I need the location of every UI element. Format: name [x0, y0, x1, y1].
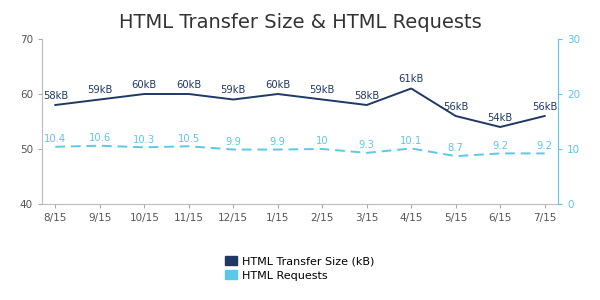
- Text: 9.3: 9.3: [359, 140, 374, 150]
- Text: 54kB: 54kB: [488, 112, 513, 123]
- Text: 9.2: 9.2: [492, 141, 508, 151]
- Text: 10.4: 10.4: [44, 134, 67, 144]
- Text: 8.7: 8.7: [448, 143, 464, 153]
- Text: 58kB: 58kB: [354, 91, 379, 100]
- Text: 60kB: 60kB: [265, 80, 290, 90]
- Text: 59kB: 59kB: [87, 85, 113, 95]
- Text: 56kB: 56kB: [532, 102, 557, 112]
- Text: 56kB: 56kB: [443, 102, 469, 112]
- Text: 61kB: 61kB: [398, 74, 424, 84]
- Text: 9.9: 9.9: [270, 137, 286, 147]
- Text: 60kB: 60kB: [176, 80, 202, 90]
- Text: 10.5: 10.5: [178, 134, 200, 143]
- Text: 10: 10: [316, 136, 329, 146]
- Text: 10.3: 10.3: [133, 135, 155, 145]
- Text: 58kB: 58kB: [43, 91, 68, 100]
- Title: HTML Transfer Size & HTML Requests: HTML Transfer Size & HTML Requests: [119, 13, 481, 32]
- Text: 60kB: 60kB: [131, 80, 157, 90]
- Text: 59kB: 59kB: [221, 85, 246, 95]
- Text: 10.1: 10.1: [400, 136, 422, 146]
- Text: 59kB: 59kB: [310, 85, 335, 95]
- Legend: HTML Transfer Size (kB), HTML Requests: HTML Transfer Size (kB), HTML Requests: [226, 256, 374, 280]
- Text: 9.2: 9.2: [536, 141, 553, 151]
- Text: 10.6: 10.6: [89, 133, 111, 143]
- Text: 9.9: 9.9: [225, 137, 241, 147]
